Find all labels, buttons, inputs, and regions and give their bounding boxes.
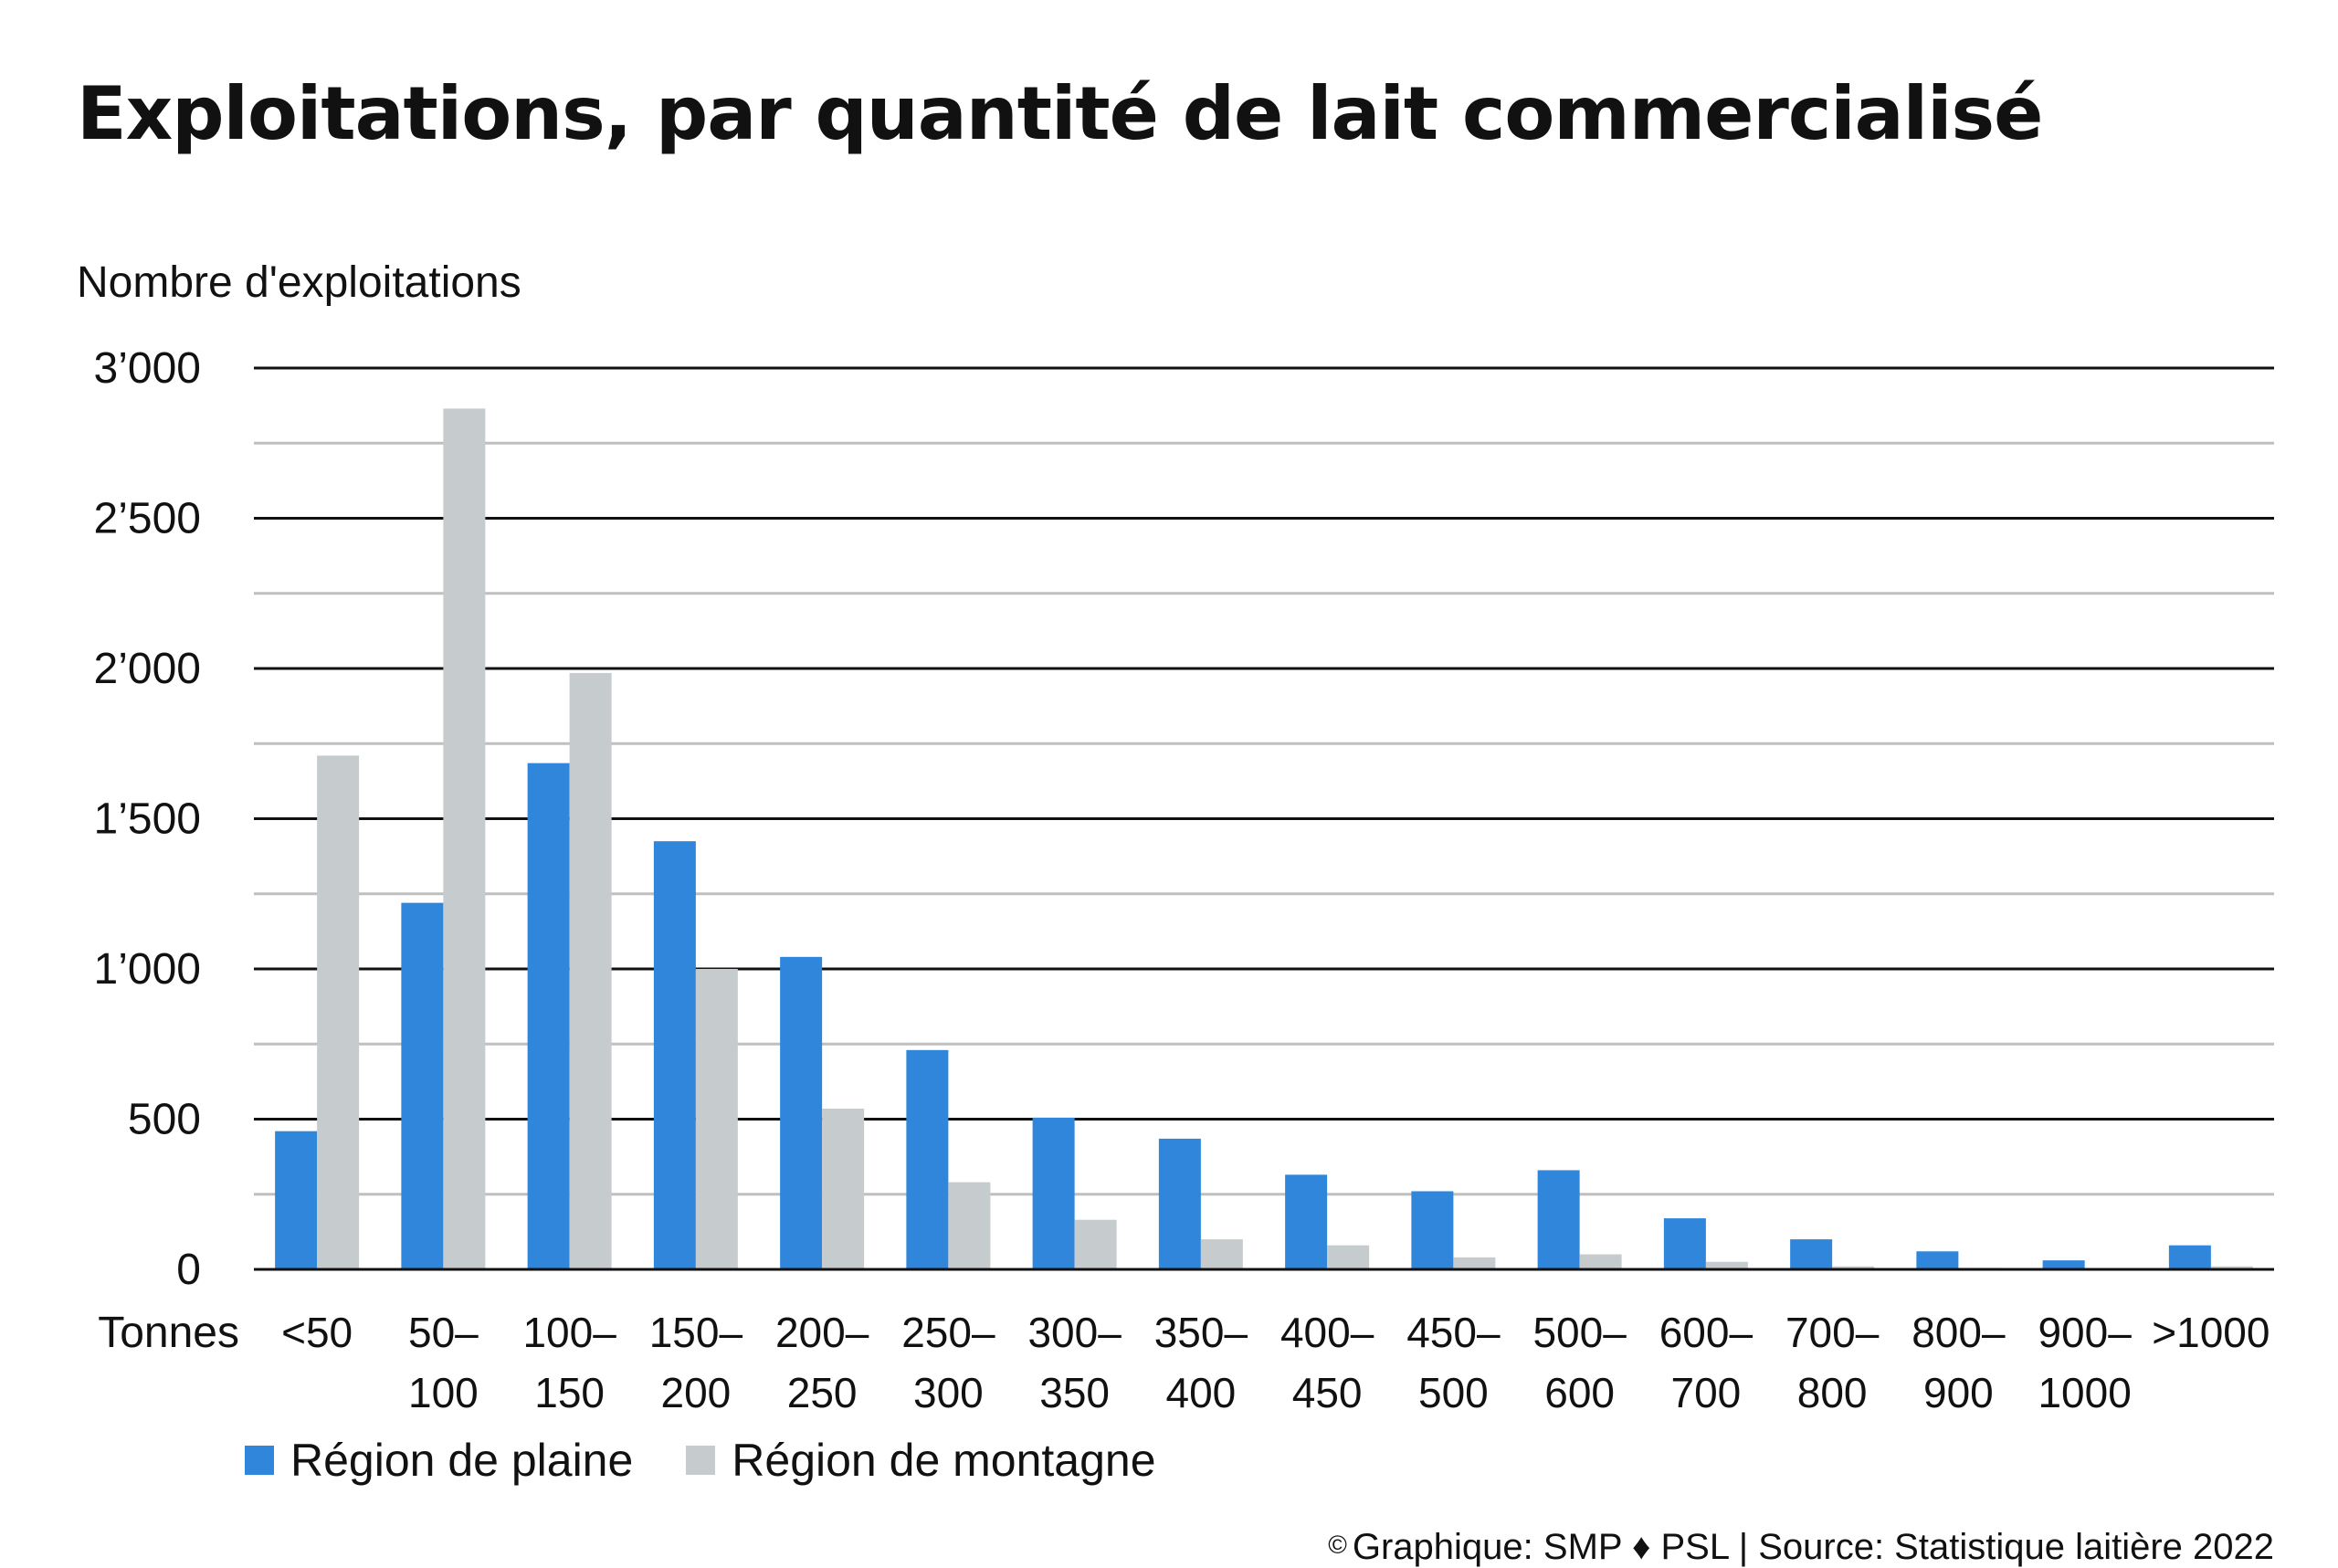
x-tick-label: >1000: [2152, 1309, 2270, 1356]
legend-item-montagne: Région de montagne: [686, 1434, 1156, 1487]
bar-chart: 0 500 1’000 1’500 2’000 2’500 3’000 <50 50– 100 1…: [94, 344, 2274, 1416]
legend: Région de plaine Région de montagne: [245, 1434, 1209, 1487]
bar-montagne: [948, 1182, 991, 1269]
bar-montagne: [443, 408, 486, 1269]
x-tick-label: 600: [1544, 1369, 1615, 1416]
bar-montagne: [1832, 1266, 1875, 1269]
x-tick-label: 300: [913, 1369, 984, 1416]
x-tick-label: 200: [661, 1369, 732, 1416]
bar-plaine: [1916, 1251, 1959, 1269]
bar-montagne: [822, 1108, 865, 1269]
bar-plaine: [1411, 1191, 1454, 1269]
bar-montagne: [695, 969, 738, 1269]
bar-plaine: [2168, 1245, 2211, 1269]
y-tick-label: 2’000: [94, 645, 201, 693]
y-tick-label: 2’500: [94, 495, 201, 543]
bar-plaine: [401, 902, 444, 1269]
x-tick-label: 250: [787, 1369, 858, 1416]
bar-montagne: [317, 755, 360, 1269]
legend-swatch-montagne: [686, 1446, 716, 1475]
legend-label-plaine: Région de plaine: [290, 1435, 634, 1486]
x-tick-label: 400: [1166, 1369, 1237, 1416]
x-tick-label: 500: [1418, 1369, 1489, 1416]
x-tick-label: 200–: [775, 1309, 869, 1356]
y-tick-label: 1’000: [94, 945, 201, 994]
x-tick-label: 400–: [1280, 1309, 1374, 1356]
bar-plaine: [1790, 1239, 1833, 1269]
y-axis-label: Nombre d'exploitations: [77, 258, 521, 307]
bar-plaine: [275, 1131, 318, 1269]
y-tick-label: 3’000: [94, 344, 201, 393]
bar-montagne: [1200, 1239, 1243, 1269]
y-tick-label: 500: [128, 1096, 201, 1144]
x-tick-label: 350: [1039, 1369, 1110, 1416]
bar-plaine: [653, 841, 696, 1269]
bar-plaine: [1158, 1138, 1201, 1269]
x-tick-label: 450–: [1406, 1309, 1501, 1356]
bar-montagne: [569, 672, 612, 1269]
source-credit-text: Graphique: SMP ♦ PSL | Source: Statistiq…: [1352, 1527, 2274, 1567]
bar-plaine: [1537, 1170, 1580, 1269]
y-tick-label: 1’500: [94, 795, 201, 844]
x-tick-label: 900: [1923, 1369, 1994, 1416]
bar-montagne: [1705, 1261, 1748, 1269]
x-tick-label: 600–: [1659, 1309, 1754, 1356]
x-tick-label: 100: [408, 1369, 479, 1416]
x-tick-label: <50: [281, 1309, 353, 1356]
x-tick-label: 50–: [408, 1309, 479, 1356]
x-tick-label: 300–: [1027, 1309, 1122, 1356]
bar-montagne: [2210, 1266, 2253, 1269]
bar-plaine: [527, 763, 570, 1269]
x-tick-label: 150: [534, 1369, 605, 1416]
y-tick-labels: 0 500 1’000 1’500 2’000 2’500 3’000: [94, 344, 201, 1294]
bar-montagne: [1074, 1219, 1117, 1269]
x-tick-label: 350–: [1154, 1309, 1248, 1356]
x-tick-label: 250–: [901, 1309, 995, 1356]
y-tick-label: 0: [176, 1246, 201, 1294]
bar-plaine: [1663, 1218, 1706, 1269]
x-tick-label: 700: [1671, 1369, 1742, 1416]
x-tick-label: 800–: [1911, 1309, 2006, 1356]
x-tick-label: 700–: [1785, 1309, 1880, 1356]
bar-montagne: [1327, 1245, 1370, 1269]
bars: [254, 408, 2274, 1271]
x-tick-label: 500–: [1532, 1309, 1627, 1356]
bar-plaine: [780, 956, 823, 1269]
chart-title: Exploitations, par quantité de lait comm…: [77, 71, 2043, 156]
x-tick-label: 150–: [649, 1309, 743, 1356]
x-tick-labels: <50 50– 100 100– 150 150– 200 200– 250 250– 300 300…: [281, 1309, 2270, 1416]
bar-plaine: [906, 1049, 949, 1269]
bar-montagne: [1453, 1257, 1496, 1269]
x-tick-label: 450: [1292, 1369, 1363, 1416]
x-tick-label: 900–: [2038, 1309, 2132, 1356]
x-tick-label: 1000: [2038, 1369, 2131, 1416]
source-credit: © Graphique: SMP ♦ PSL | Source: Statisti…: [1328, 1527, 2274, 1568]
legend-item-plaine: Région de plaine: [245, 1434, 633, 1487]
x-axis-label: Tonnes: [98, 1309, 239, 1357]
legend-swatch-plaine: [245, 1446, 274, 1475]
legend-label-montagne: Région de montagne: [732, 1435, 1156, 1486]
x-tick-label: 100–: [522, 1309, 616, 1356]
copyright-symbol: ©: [1328, 1531, 1347, 1559]
x-tick-label: 800: [1797, 1369, 1868, 1416]
bar-plaine: [2042, 1260, 2085, 1269]
bar-montagne: [1579, 1254, 1622, 1269]
bar-plaine: [1032, 1117, 1075, 1269]
bar-plaine: [1285, 1174, 1328, 1269]
